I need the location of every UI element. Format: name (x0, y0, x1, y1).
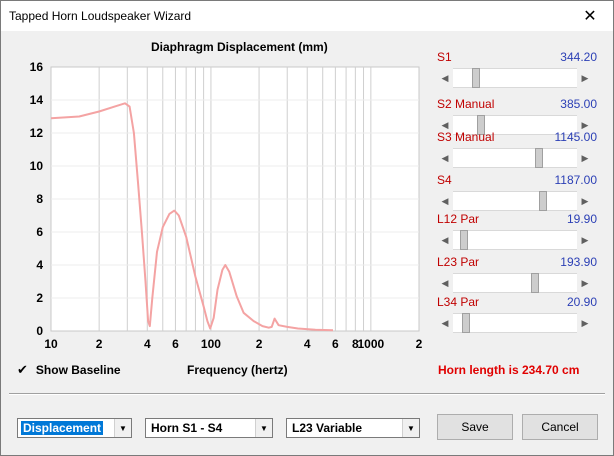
chevron-right-icon[interactable]: ▶ (577, 68, 593, 88)
y-tick-label: 4 (36, 258, 43, 272)
x-tick-label: 2 (416, 337, 423, 351)
check-icon[interactable]: ✔ (17, 362, 28, 377)
slider-group: S2 Manual 385.00 ◀ ▶ (437, 97, 597, 135)
slider-header: L12 Par 19.90 (437, 212, 597, 227)
slider-group: S3 Manual 1145.00 ◀ ▶ (437, 130, 597, 168)
y-tick-label: 12 (30, 126, 44, 140)
chevron-right-icon[interactable]: ▶ (577, 273, 593, 293)
combo-value: Displacement (21, 421, 104, 435)
combo-value: Horn S1 - S4 (151, 421, 223, 435)
slider-group: S4 1187.00 ◀ ▶ (437, 173, 597, 211)
slider-header: S4 1187.00 (437, 173, 597, 188)
y-tick-label: 16 (30, 60, 44, 74)
scrollbar-track[interactable] (453, 68, 577, 88)
slider-label: L34 Par (437, 295, 480, 309)
window-title: Tapped Horn Loudspeaker Wizard (9, 9, 192, 23)
scrollbar-track[interactable] (453, 191, 577, 211)
slider-header: S2 Manual 385.00 (437, 97, 597, 112)
scrollbar-thumb[interactable] (477, 115, 486, 135)
scrollbar-thumb[interactable] (462, 313, 471, 333)
slider-header: S1 344.20 (437, 50, 597, 65)
x-tick-label: 2 (96, 337, 103, 351)
scrollbar-thumb[interactable] (471, 68, 480, 88)
slider-value: 19.90 (566, 212, 597, 226)
x-tick-label: 100 (201, 337, 221, 351)
chevron-left-icon[interactable]: ◀ (437, 313, 453, 333)
chevron-right-icon[interactable]: ▶ (577, 115, 593, 135)
show-baseline-label: Show Baseline (35, 363, 121, 377)
scrollbar-thumb[interactable] (535, 148, 544, 168)
show-baseline-checkbox[interactable]: ✔ Show Baseline (17, 362, 121, 378)
x-tick-label: 6 (172, 337, 179, 351)
chevron-down-icon[interactable]: ▼ (255, 419, 272, 437)
x-axis-label: Frequency (hertz) (187, 363, 288, 377)
slider-label: S4 (437, 173, 452, 187)
cancel-button[interactable]: Cancel (522, 414, 598, 440)
variable-combo[interactable]: L23 Variable ▼ (286, 418, 420, 438)
slider-group: L34 Par 20.90 ◀ ▶ (437, 295, 597, 333)
title-bar: Tapped Horn Loudspeaker Wizard ✕ (1, 1, 613, 31)
horn-sections-combo[interactable]: Horn S1 - S4 ▼ (145, 418, 273, 438)
slider-group: L12 Par 19.90 ◀ ▶ (437, 212, 597, 250)
y-tick-label: 2 (36, 291, 43, 305)
slider-header: L34 Par 20.90 (437, 295, 597, 310)
scrollbar-track[interactable] (453, 273, 577, 293)
x-tick-label: 8 (352, 337, 359, 351)
y-tick-label: 8 (36, 192, 43, 206)
chevron-right-icon[interactable]: ▶ (577, 230, 593, 250)
horn-length-text: Horn length is 234.70 cm (438, 363, 580, 377)
slider-group: S1 344.20 ◀ ▶ (437, 50, 597, 88)
slider-label: L12 Par (437, 212, 480, 226)
slider-value: 193.90 (560, 255, 597, 269)
scrollbar-thumb[interactable] (459, 230, 468, 250)
slider-label: S3 Manual (437, 130, 495, 144)
chevron-right-icon[interactable]: ▶ (577, 313, 593, 333)
y-tick-label: 0 (36, 324, 43, 338)
displacement-combo[interactable]: Displacement ▼ (17, 418, 132, 438)
divider (9, 393, 605, 395)
slider-label: L23 Par (437, 255, 480, 269)
y-tick-label: 6 (36, 225, 43, 239)
chevron-down-icon[interactable]: ▼ (402, 419, 419, 437)
displacement-series-line (50, 102, 334, 332)
slider-group: L23 Par 193.90 ◀ ▶ (437, 255, 597, 293)
slider-value: 385.00 (560, 97, 597, 111)
slider-value: 344.20 (560, 50, 597, 64)
x-tick-label: 1000 (358, 337, 385, 351)
slider-value: 1145.00 (554, 130, 598, 144)
x-tick-label: 4 (144, 337, 151, 351)
slider-value: 1187.00 (554, 173, 598, 187)
x-tick-label: 10 (44, 337, 58, 351)
x-tick-label: 4 (304, 337, 311, 351)
chevron-right-icon[interactable]: ▶ (577, 191, 593, 211)
x-tick-label: 2 (256, 337, 263, 351)
scrollbar-track[interactable] (453, 148, 577, 168)
scrollbar-track[interactable] (453, 313, 577, 333)
chevron-left-icon[interactable]: ◀ (437, 230, 453, 250)
chevron-left-icon[interactable]: ◀ (437, 115, 453, 135)
y-tick-label: 10 (30, 159, 44, 173)
slider-label: S1 (437, 50, 452, 64)
chevron-down-icon[interactable]: ▼ (114, 419, 131, 437)
slider-header: S3 Manual 1145.00 (437, 130, 597, 145)
close-icon[interactable]: ✕ (583, 8, 597, 25)
scrollbar-thumb[interactable] (538, 191, 547, 211)
y-tick-label: 14 (30, 93, 44, 107)
slider-header: L23 Par 193.90 (437, 255, 597, 270)
chevron-left-icon[interactable]: ◀ (437, 68, 453, 88)
chevron-left-icon[interactable]: ◀ (437, 273, 453, 293)
slider-value: 20.90 (566, 295, 597, 309)
combo-value: L23 Variable (292, 421, 363, 435)
chevron-left-icon[interactable]: ◀ (437, 148, 453, 168)
scrollbar-thumb[interactable] (530, 273, 539, 293)
chevron-right-icon[interactable]: ▶ (577, 148, 593, 168)
x-tick-label: 6 (332, 337, 339, 351)
slider-label: S2 Manual (437, 97, 495, 111)
scrollbar-track[interactable] (453, 230, 577, 250)
chart-title: Diaphragm Displacement (mm) (151, 40, 328, 54)
save-button[interactable]: Save (437, 414, 513, 440)
chevron-left-icon[interactable]: ◀ (437, 191, 453, 211)
